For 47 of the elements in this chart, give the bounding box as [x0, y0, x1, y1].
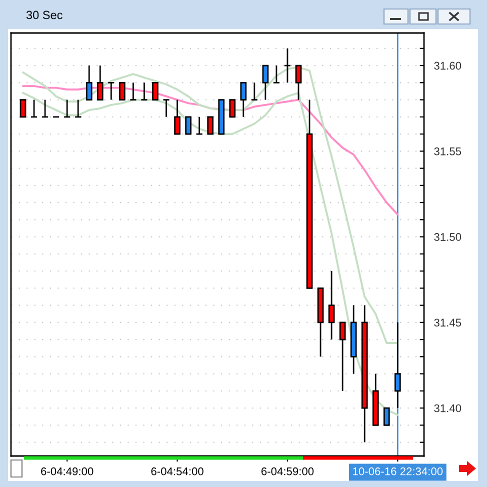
line-series	[22, 85, 399, 216]
candlestick	[63, 99, 71, 118]
candlestick	[284, 48, 292, 84]
x-tick-label: 10-06-16 22:34:00	[353, 467, 443, 476]
candlestick	[86, 64, 92, 100]
candlestick	[306, 99, 313, 289]
candlestick	[372, 373, 379, 426]
x-tick-label: 6-04:49:00	[41, 467, 94, 476]
candlestick	[350, 304, 357, 374]
candlestick	[174, 99, 180, 135]
candlestick	[272, 64, 280, 84]
candlestick	[96, 64, 104, 100]
chart-title: 30 Sec	[26, 10, 62, 20]
candlestick	[119, 82, 126, 100]
x-tick-label: 6-04:59:00	[261, 467, 314, 476]
y-tick-label: 31.55	[434, 147, 462, 156]
candlestick	[162, 99, 170, 118]
candlestick	[361, 304, 368, 443]
candlestick	[74, 99, 82, 118]
candlestick	[295, 64, 302, 100]
candlestick	[107, 82, 115, 100]
candlestick	[339, 322, 346, 392]
candlestick	[185, 116, 192, 135]
candlestick	[196, 116, 204, 135]
y-tick-label: 31.40	[434, 404, 462, 412]
candlestick	[218, 99, 225, 135]
line-series	[22, 92, 399, 416]
candlestick	[229, 99, 236, 118]
candlestick	[262, 64, 269, 100]
candlestick	[383, 407, 390, 426]
candlestick	[41, 99, 49, 118]
candlestick	[129, 82, 137, 100]
y-tick-label: 31.50	[434, 233, 462, 241]
x-tick-label: 6-04:54:00	[151, 467, 204, 476]
y-tick-label: 31.45	[434, 318, 462, 327]
line-series	[22, 66, 399, 344]
candlestick	[328, 270, 335, 340]
candlestick	[240, 82, 247, 118]
candlestick	[20, 99, 26, 118]
candlestick	[30, 99, 38, 118]
y-tick-label: 31.60	[434, 62, 462, 70]
candlestick	[394, 322, 401, 409]
candlestick	[317, 287, 324, 358]
candlestick	[250, 82, 258, 100]
candlestick	[152, 82, 158, 100]
candlestick	[140, 82, 148, 100]
candlestick	[207, 116, 214, 135]
